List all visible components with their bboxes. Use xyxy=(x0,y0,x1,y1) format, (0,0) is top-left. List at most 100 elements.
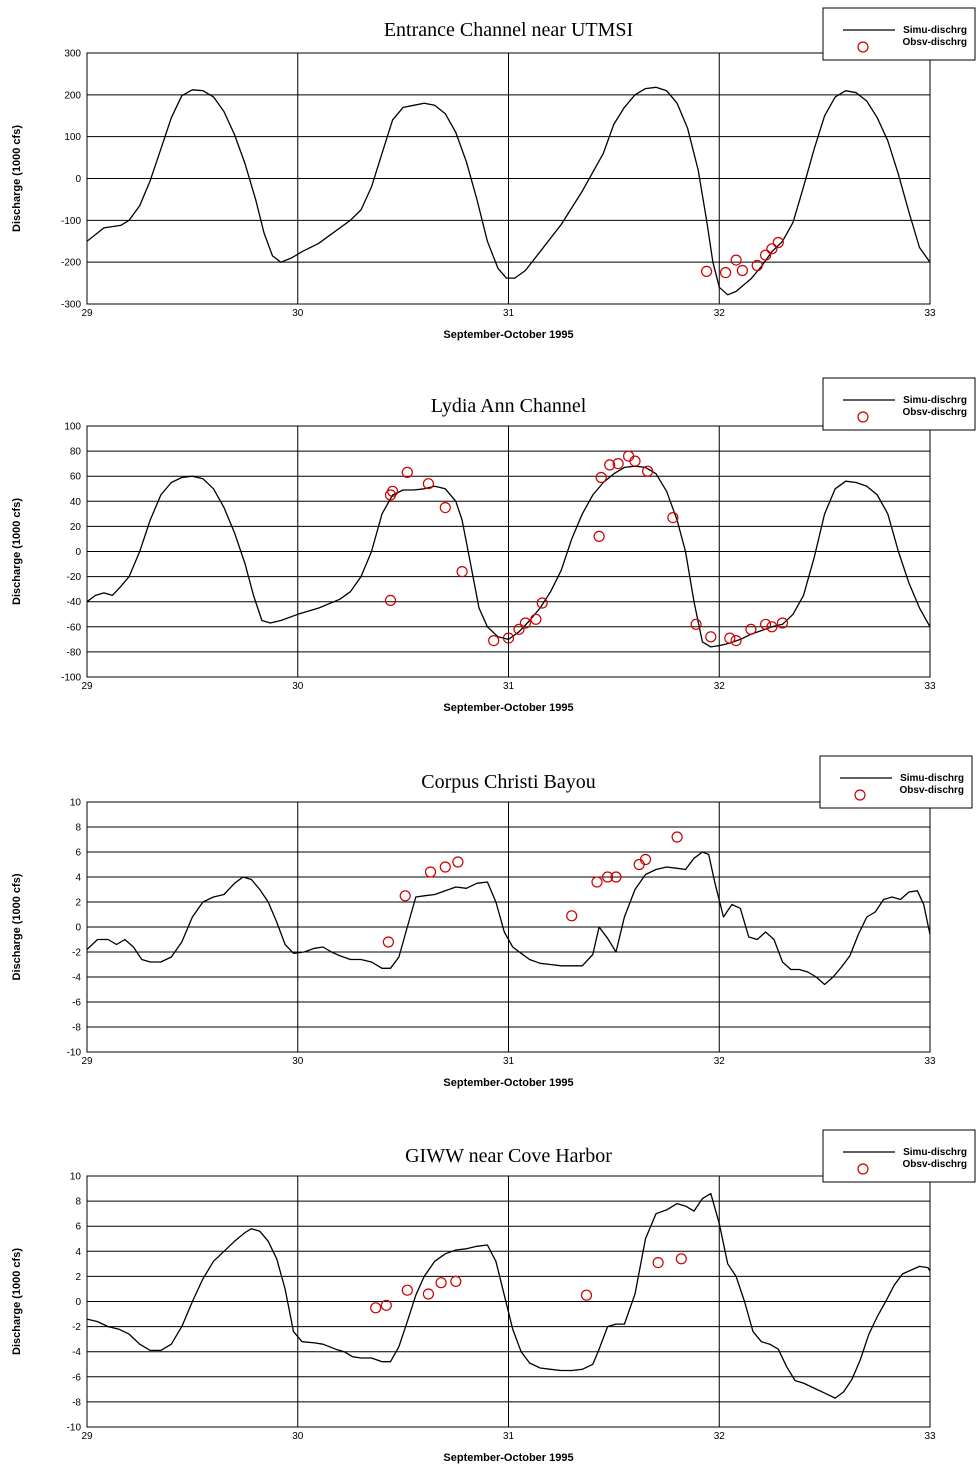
x-axis-label: September-October 1995 xyxy=(443,1452,573,1464)
observed-discharge-point xyxy=(422,1288,434,1300)
chart-title: Corpus Christi Bayou xyxy=(421,771,595,793)
plot-area-frame xyxy=(86,801,931,1053)
y-tick-label: -4 xyxy=(72,1347,81,1358)
y-axis-label: Discharge (1000 cfs) xyxy=(11,1248,23,1355)
plot-area-frame xyxy=(86,425,931,678)
y-tick-label: 80 xyxy=(70,447,82,458)
observed-discharge-point xyxy=(736,264,749,277)
plot-series-group xyxy=(87,1192,930,1399)
x-tick-label: 32 xyxy=(714,681,726,692)
observed-discharge-point xyxy=(382,936,394,948)
x-tick-label: 31 xyxy=(503,1431,515,1442)
y-tick-label: -2 xyxy=(72,948,81,959)
observed-discharge-point xyxy=(667,511,679,524)
observed-discharge-point xyxy=(439,861,451,873)
observed-discharge-point xyxy=(759,618,772,630)
y-tick-label: 100 xyxy=(64,132,81,143)
observed-discharge-point xyxy=(629,455,641,467)
observed-discharge-point xyxy=(424,866,437,878)
plot-series-group xyxy=(87,831,930,986)
observed-discharge-point xyxy=(724,632,736,644)
x-tick-label: 31 xyxy=(503,308,515,319)
x-tick-label: 33 xyxy=(924,1431,936,1442)
legend-label-observed: Obsv-dischrg xyxy=(900,785,964,796)
y-tick-label: -6 xyxy=(72,998,81,1009)
observed-discharge-point xyxy=(580,1289,593,1301)
plot-series-group xyxy=(87,450,930,648)
x-tick-label: 29 xyxy=(81,1431,93,1442)
y-tick-label: 0 xyxy=(75,923,81,934)
observed-discharge-point xyxy=(536,597,548,609)
observed-discharge-point xyxy=(719,267,732,279)
x-tick-label: 31 xyxy=(503,1056,515,1067)
legend-marker-swatch xyxy=(857,411,869,423)
observed-discharge-point xyxy=(380,1299,392,1311)
y-tick-label: 0 xyxy=(75,1297,81,1308)
observed-discharge-point xyxy=(751,259,763,272)
observed-discharge-point xyxy=(488,634,500,647)
x-tick-label: 33 xyxy=(924,681,936,692)
legend-label-observed: Obsv-dischrg xyxy=(903,1159,967,1170)
x-tick-label: 33 xyxy=(924,308,936,319)
x-tick-label: 30 xyxy=(292,308,304,319)
observed-discharge-point xyxy=(513,623,525,635)
y-tick-label: 4 xyxy=(75,873,81,884)
observed-discharge-point xyxy=(641,465,654,477)
y-tick-label: 300 xyxy=(64,49,81,60)
observed-discharge-point xyxy=(435,1277,447,1289)
legend-label-observed: Obsv-dischrg xyxy=(903,37,967,48)
x-tick-label: 31 xyxy=(503,681,515,692)
y-tick-label: -2 xyxy=(72,1322,81,1333)
observed-discharge-point xyxy=(730,254,742,266)
legend-label-simulated: Simu-dischrg xyxy=(903,25,967,36)
x-tick-label: 32 xyxy=(714,1056,726,1067)
x-tick-label: 30 xyxy=(292,1431,304,1442)
chart-title: GIWW near Cove Harbor xyxy=(405,1145,612,1167)
y-tick-label: -300 xyxy=(61,300,81,311)
observed-discharge-point xyxy=(772,236,784,249)
observed-discharge-point xyxy=(766,621,778,633)
simulated-discharge-line xyxy=(87,465,930,648)
y-tick-label: -8 xyxy=(72,1397,81,1408)
observed-discharge-point xyxy=(399,890,411,902)
observed-discharge-point xyxy=(452,856,464,868)
y-axis-label: Discharge (1000 cfs) xyxy=(11,873,23,980)
x-tick-label: 29 xyxy=(81,1056,93,1067)
legend-marker-swatch xyxy=(857,41,869,53)
observed-discharge-point xyxy=(566,910,578,922)
y-tick-label: 60 xyxy=(70,472,82,483)
legend-marker-swatch xyxy=(854,789,866,801)
legend-label-observed: Obsv-dischrg xyxy=(903,407,967,418)
y-tick-label: -60 xyxy=(67,622,82,633)
x-tick-label: 29 xyxy=(81,681,93,692)
observed-discharge-point xyxy=(401,466,413,478)
legend-box xyxy=(822,377,976,431)
observed-discharge-point xyxy=(730,634,742,647)
observed-discharge-point xyxy=(601,871,614,883)
x-tick-label: 32 xyxy=(714,308,726,319)
x-tick-label: 32 xyxy=(714,1431,726,1442)
simulated-discharge-line xyxy=(87,1192,930,1399)
observed-discharge-point xyxy=(439,502,451,514)
legend-box xyxy=(822,1129,976,1183)
observed-discharge-point xyxy=(519,617,532,629)
y-tick-label: -6 xyxy=(72,1372,81,1383)
observed-discharge-point xyxy=(652,1256,664,1269)
observed-discharge-point xyxy=(671,831,683,843)
chart-title: Entrance Channel near UTMSI xyxy=(384,19,633,41)
y-tick-label: -10 xyxy=(67,1423,82,1434)
observed-discharge-point xyxy=(450,1275,462,1288)
observed-discharge-point xyxy=(456,565,468,578)
observed-discharge-point xyxy=(384,594,397,607)
simulated-discharge-line xyxy=(87,86,930,296)
x-tick-label: 30 xyxy=(292,1056,304,1067)
y-tick-label: 6 xyxy=(75,848,81,859)
y-tick-label: 4 xyxy=(75,1247,81,1258)
